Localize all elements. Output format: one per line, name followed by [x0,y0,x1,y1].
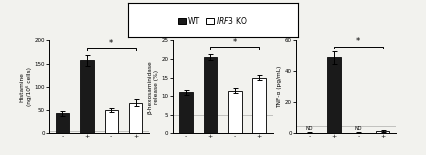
Text: *: * [356,37,360,46]
Text: *: * [233,38,237,47]
Bar [179,92,193,133]
Y-axis label: TNF-α (pg/mL): TNF-α (pg/mL) [277,66,282,108]
Bar [104,110,118,133]
Y-axis label: β-hexosaminidase
release (%): β-hexosaminidase release (%) [148,60,158,114]
Text: ND: ND [306,126,313,131]
Bar [129,103,142,133]
Bar [253,78,266,133]
Text: *: * [109,39,113,48]
Bar [327,57,341,133]
Bar [80,60,94,133]
Text: ND: ND [354,126,362,131]
Bar [228,91,242,133]
Bar [56,113,69,133]
Bar [204,57,217,133]
Y-axis label: Histamine
(ng/10⁶ cells): Histamine (ng/10⁶ cells) [20,67,32,106]
Legend: WT, $IRF3$ KO: WT, $IRF3$ KO [178,15,248,26]
Bar [376,131,389,133]
